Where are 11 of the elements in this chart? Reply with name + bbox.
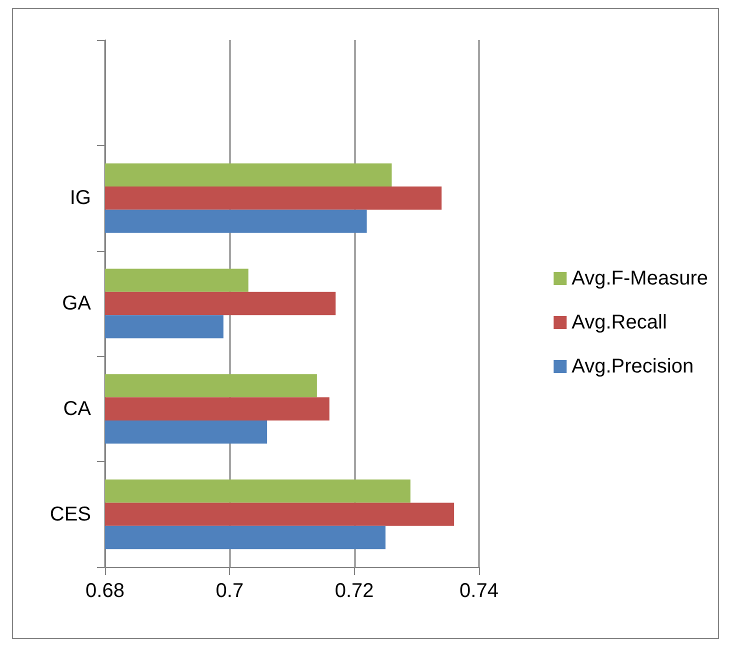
x-tick-label: 0.72 — [334, 580, 374, 602]
y-tick-label: IG — [70, 187, 91, 210]
x-tick-label: 0.74 — [460, 580, 498, 602]
legend-label: Avg.Recall — [572, 312, 667, 334]
y-tick-label: CA — [63, 398, 92, 420]
y-tick-label: CES — [50, 503, 91, 526]
y-tick-label: GA — [62, 292, 92, 314]
legend-label: Avg.F-Measure — [572, 268, 708, 290]
x-tick-label: 0.7 — [216, 580, 244, 602]
legend-label: Avg.Precision — [572, 356, 694, 378]
x-tick-label: 0.68 — [86, 580, 124, 602]
